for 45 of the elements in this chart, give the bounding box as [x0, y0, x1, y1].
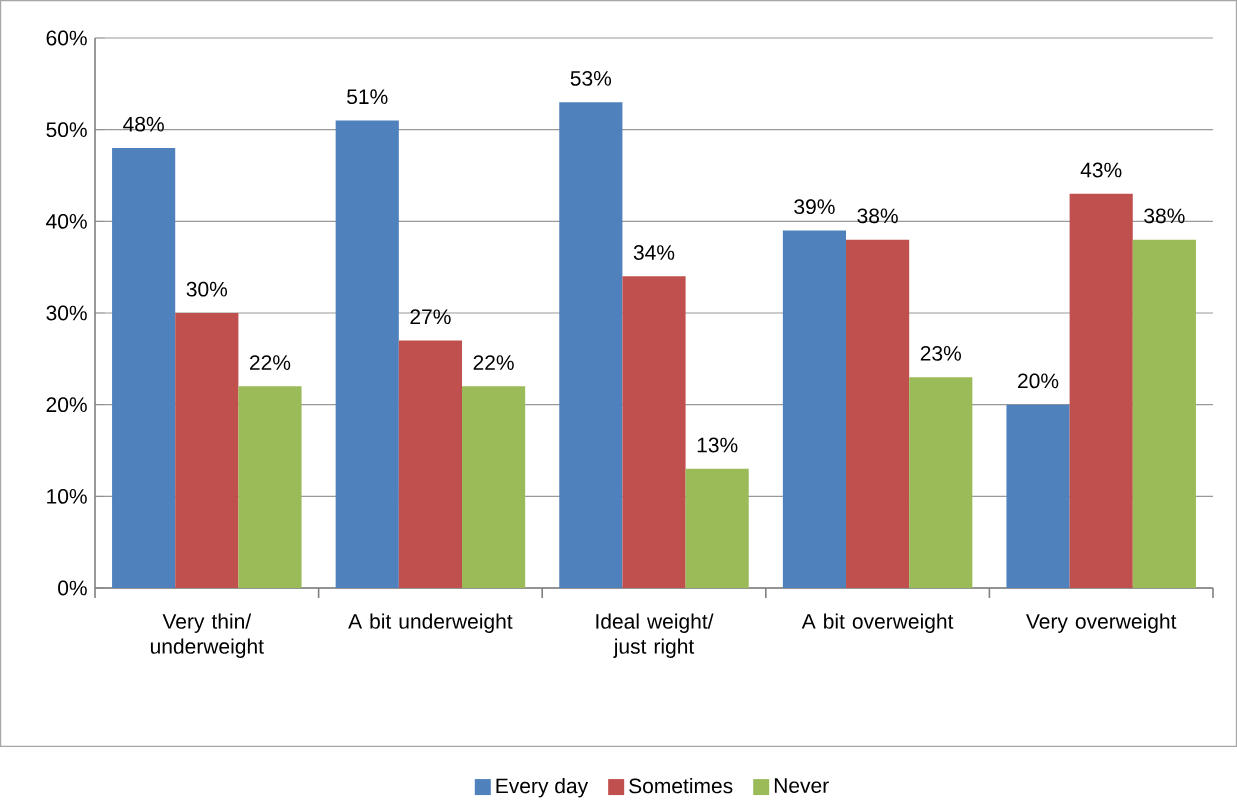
bar	[1006, 404, 1070, 588]
data-label: 34%	[633, 244, 675, 260]
data-label: 22%	[473, 355, 514, 370]
bar	[782, 230, 847, 588]
bar	[622, 276, 686, 588]
y-tick-label: 40%	[46, 213, 87, 229]
bar	[1069, 193, 1133, 588]
data-label: 51%	[347, 89, 388, 104]
data-label: 13%	[697, 437, 738, 453]
data-label: 27%	[410, 309, 451, 324]
x-tick-label: Very overweight	[1026, 613, 1177, 633]
bar	[335, 120, 399, 588]
bar	[398, 340, 462, 588]
data-label: 43%	[1080, 162, 1122, 178]
x-tick-label: A bit overweight	[801, 613, 954, 633]
x-tick-label: A bit underweight	[348, 613, 513, 633]
bar	[112, 147, 176, 588]
y-tick-label: 30%	[46, 305, 87, 321]
bar	[846, 239, 910, 588]
bar	[175, 312, 239, 588]
x-tick-label: Very thin/ underweight	[150, 613, 264, 658]
data-label: 23%	[920, 345, 962, 361]
data-label: 20%	[1018, 373, 1059, 389]
x-tick-label: Ideal weight/ just right	[596, 613, 714, 658]
bar	[461, 386, 526, 588]
y-tick-label: 60%	[46, 30, 87, 46]
bar	[238, 386, 302, 588]
legend-label: Every day	[496, 777, 589, 798]
data-label: 22%	[250, 355, 291, 370]
data-label: 38%	[857, 208, 898, 224]
data-label: 53%	[570, 70, 612, 86]
data-label: 39%	[794, 199, 835, 214]
legend-label: Never	[774, 778, 829, 793]
data-label: 30%	[186, 281, 228, 297]
legend-label: Sometimes	[629, 777, 733, 794]
bar	[559, 102, 623, 588]
bar	[909, 377, 973, 588]
bar	[685, 468, 749, 588]
y-tick-label: 50%	[46, 122, 87, 137]
data-label: 48%	[123, 116, 164, 132]
data-label: 38%	[1144, 208, 1185, 224]
y-tick-label: 10%	[47, 488, 87, 504]
bar	[1132, 239, 1196, 588]
y-tick-label: 20%	[46, 397, 87, 412]
y-tick-label: 0%	[58, 580, 87, 596]
